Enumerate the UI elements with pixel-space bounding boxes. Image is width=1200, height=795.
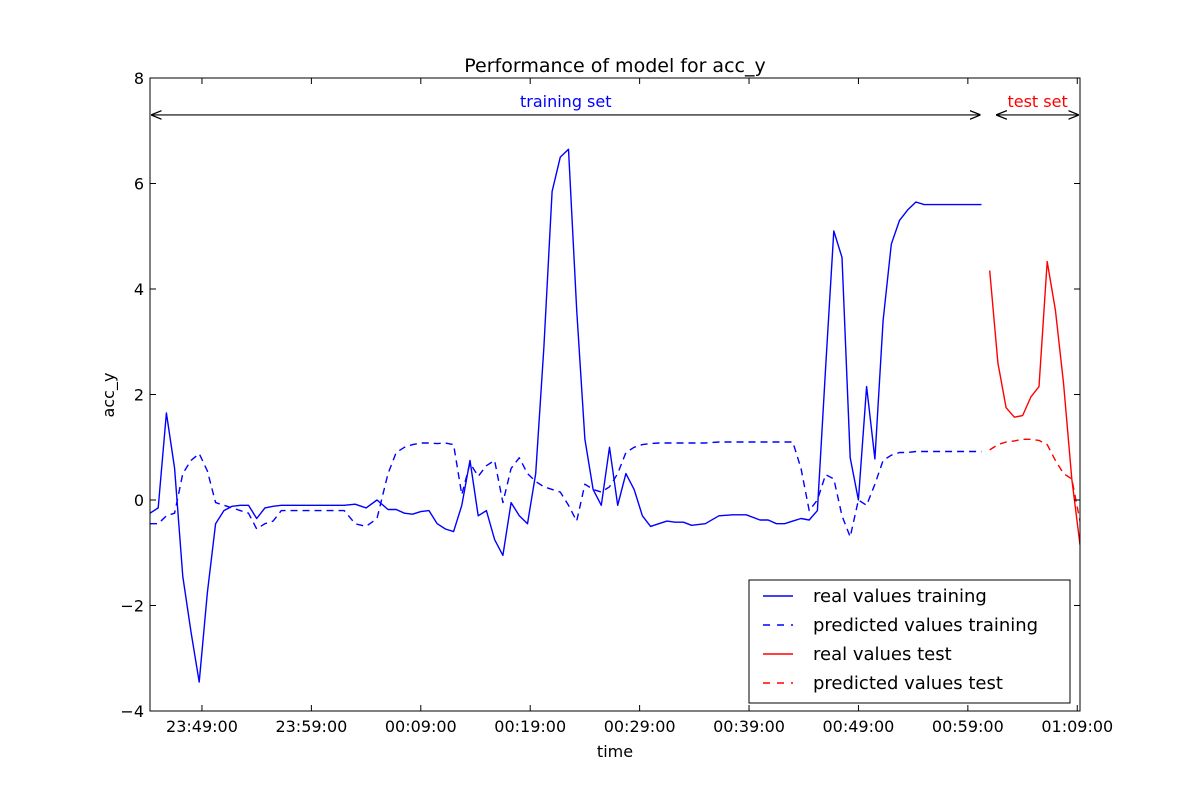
y-tick-label: 2 xyxy=(134,386,144,405)
y-axis-label: acc_y xyxy=(99,373,119,418)
series-line-1 xyxy=(150,148,982,683)
legend-label: predicted values test xyxy=(813,673,1003,694)
annotation-label: test set xyxy=(1007,92,1067,111)
x-tick-label: 00:49:00 xyxy=(823,717,895,736)
legend-label: real values test xyxy=(813,644,952,665)
chart-title: Performance of model for acc_y xyxy=(464,55,765,77)
legend: real values training predicted values tra… xyxy=(748,579,1071,704)
series-line-2 xyxy=(150,441,982,538)
x-tick-label: 23:49:00 xyxy=(166,717,238,736)
series-line-4 xyxy=(989,438,1080,522)
x-axis: 23:49:00 23:59:00 00:09:00 00:19:00 00:29:00… xyxy=(166,78,1113,736)
y-tick-label: 4 xyxy=(134,280,144,299)
legend-label: real values training xyxy=(813,586,987,607)
legend-label: predicted values training xyxy=(813,615,1038,636)
x-tick-label: 00:09:00 xyxy=(385,717,457,736)
x-axis-label: time xyxy=(597,742,633,761)
x-tick-label: 00:19:00 xyxy=(494,717,566,736)
series-layer xyxy=(150,148,1080,683)
y-tick-label: 0 xyxy=(134,491,144,510)
x-tick-label: 00:29:00 xyxy=(604,717,676,736)
annotation-label: training set xyxy=(520,92,612,111)
legend-box xyxy=(748,579,1071,704)
x-tick-label: 00:39:00 xyxy=(713,717,785,736)
y-tick-label: 6 xyxy=(134,175,144,194)
y-axis: −4 −2 0 2 4 6 8 xyxy=(120,69,1080,721)
x-tick-label: 23:59:00 xyxy=(275,717,347,736)
x-tick-label: 01:09:00 xyxy=(1041,717,1113,736)
annotation-layer: training set test set xyxy=(152,92,1078,115)
series-line-3 xyxy=(989,260,1080,545)
x-tick-label: 00:59:00 xyxy=(932,717,1004,736)
y-tick-label: −4 xyxy=(120,702,144,721)
y-tick-label: 8 xyxy=(134,69,144,88)
y-tick-label: −2 xyxy=(120,597,144,616)
